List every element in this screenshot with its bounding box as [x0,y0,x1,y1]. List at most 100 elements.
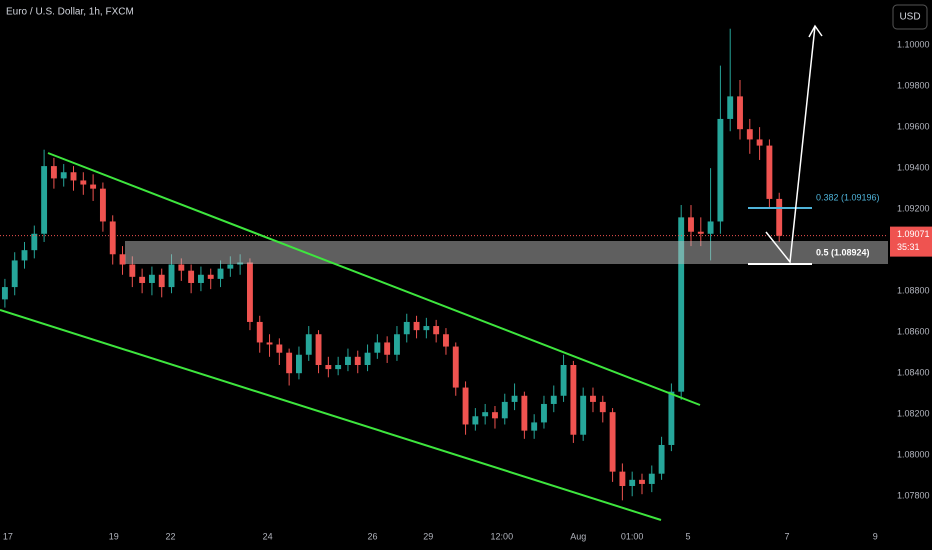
y-tick-label: 1.09200 [897,204,930,214]
candle-body [639,479,645,484]
candle-body [364,352,371,366]
candle-body [246,262,253,322]
x-tick-label: 17 [3,531,13,541]
candle-body [50,166,57,179]
y-tick-label: 1.08000 [897,450,930,460]
candle-body [315,334,322,366]
candle-body [462,387,469,425]
candle-body [305,334,312,355]
x-tick-label: 5 [686,531,691,541]
candle-body [599,401,606,413]
y-tick-label: 1.09600 [897,122,930,132]
candle-body [472,416,479,425]
candle-body [541,403,547,423]
price-axis [889,0,932,550]
candle-body [413,321,420,331]
x-tick-label: Aug [570,531,586,541]
candle-body [266,342,273,345]
channel-lower [0,309,662,521]
candle-body [737,96,743,130]
candle-body [403,321,410,335]
candle-body [668,391,675,445]
candle-body [443,334,449,347]
candle-body [325,365,332,370]
projection-arrow [765,25,816,264]
candle-body [80,180,87,185]
candle-body [501,401,508,419]
candle-body [394,334,400,355]
candle-body [197,274,204,283]
fib-label: 0.5 (1.08924) [816,247,870,257]
x-tick-label: 19 [109,531,119,541]
candle-body [41,166,48,234]
y-tick-label: 1.09800 [897,80,930,90]
candle-body [550,395,557,404]
x-tick-label: 01:00 [621,531,644,541]
candle-body [99,188,106,222]
candle-body [570,365,577,435]
candle-body [158,274,165,288]
candle-body [276,344,283,353]
candle-body [296,354,302,374]
candle-body [109,221,116,255]
axis-labels: 1.07800 1.08000 1.08200 1.08400 1.08600 1.088… [3,39,932,541]
candle-body [678,217,685,392]
candle-body [256,321,263,343]
last-price-label: 1.09071 [897,229,930,239]
y-tick-label: 1.07800 [897,491,930,501]
x-tick-label: 29 [423,531,433,541]
candle-body [60,172,67,179]
candle-body [227,264,234,269]
zone [125,241,888,264]
candle-body [658,444,665,474]
y-tick-label: 1.08800 [897,286,930,296]
candle-body [119,254,126,265]
candle-body [629,479,636,486]
candle-body [521,395,528,431]
candle-body [609,412,616,472]
x-tick-label: 26 [367,531,377,541]
candle-body [766,145,773,199]
candle-body [286,352,293,374]
candle-body [531,422,538,431]
candle-body [560,365,567,396]
candle-body [590,395,596,402]
candle-body [697,231,704,234]
candle-body [207,274,214,279]
x-tick-label: 12:00 [491,531,514,541]
candle-body [707,221,714,234]
x-tick-label: 9 [873,531,878,541]
candle-body [139,276,146,283]
candle-body [433,326,440,335]
candle-body [492,412,498,419]
channel-upper [47,152,701,406]
candle-body [188,270,195,283]
candle-body [354,356,361,366]
candle-body [727,96,734,119]
candle-body [148,274,155,283]
candle-body [129,264,136,277]
countdown-label: 35:31 [897,242,920,252]
currency-button[interactable] [892,4,928,30]
candle-body [90,184,97,189]
chart-title: Euro / U.S. Dollar, 1h, FXCM [6,7,134,18]
candle-body [648,473,655,484]
candle-body [70,172,77,181]
currency-label[interactable]: USD [899,12,920,23]
candle-body [335,365,342,370]
x-tick-label: 7 [785,531,790,541]
candle-body [776,198,783,236]
y-tick-label: 1.09400 [897,163,930,173]
x-tick-label: 22 [166,531,176,541]
candle-body [31,233,38,251]
candle-body [717,118,724,222]
fib-label: 0.382 (1.09196) [816,192,880,202]
candle-body [580,395,587,435]
candle-body [511,395,518,402]
y-tick-label: 1.10000 [897,39,930,49]
y-tick-label: 1.08400 [897,368,930,378]
x-tick-label: 24 [263,531,273,541]
